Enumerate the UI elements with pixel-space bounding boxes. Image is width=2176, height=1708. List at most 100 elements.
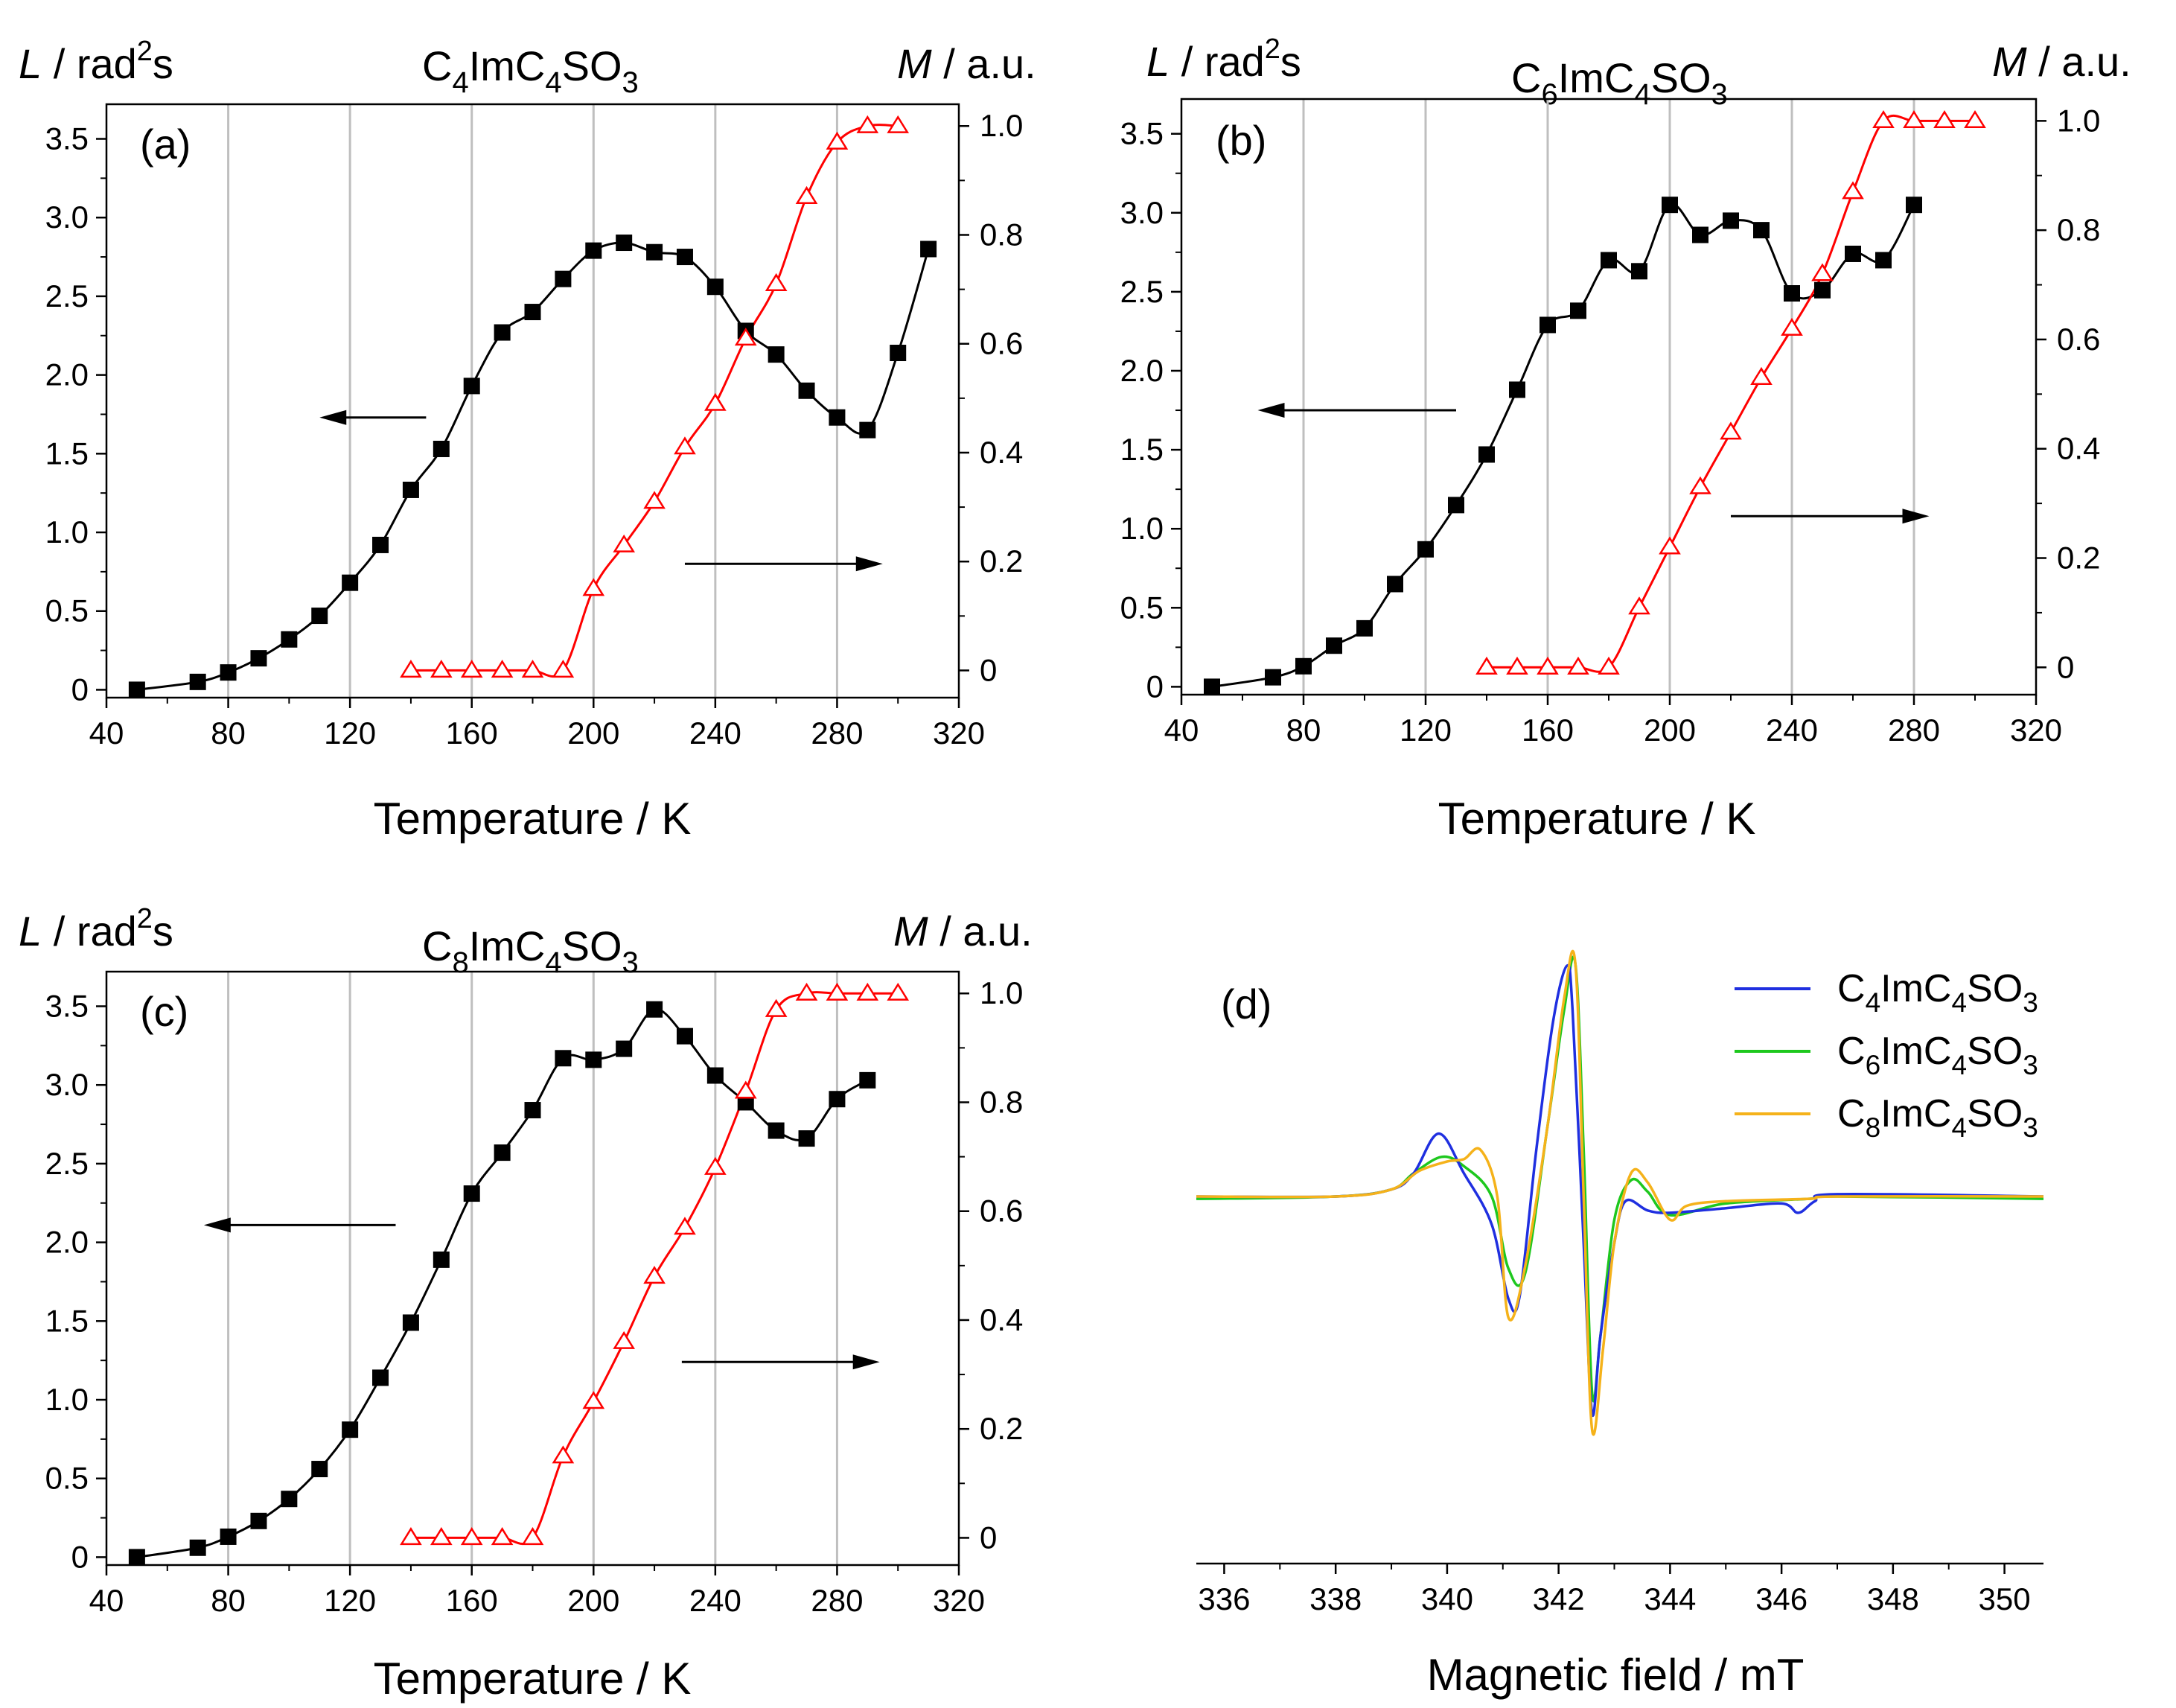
x-tick-label: 344	[1644, 1581, 1696, 1616]
series-M-point	[521, 1527, 544, 1546]
y-left-tick-label: 0	[1146, 669, 1164, 704]
series-M-point	[1475, 656, 1498, 675]
y-left-tick-label: 2.5	[45, 278, 89, 313]
series-L-point	[1509, 381, 1525, 398]
series-M-point	[613, 534, 636, 552]
panel-a-title: C4ImC4SO3	[422, 42, 639, 99]
y-left-tick-label: 0.5	[1120, 590, 1164, 625]
series-L-point	[1265, 669, 1281, 686]
series-M-point	[856, 982, 879, 1001]
series-L-point	[1601, 252, 1617, 269]
panel-a-ylabel-left: L / rad2s	[19, 36, 173, 87]
y-right-tick-label: 1.0	[980, 975, 1023, 1010]
series-L-point	[1326, 637, 1342, 654]
panel-d-legend: C4ImC4SO3 C6ImC4SO3 C8ImC4SO3	[1735, 967, 2038, 1143]
x-tick-label: 120	[324, 716, 376, 751]
y-right-tick-label: 0.2	[2057, 541, 2100, 576]
series-M-point	[491, 1527, 514, 1546]
series-L-point	[798, 382, 815, 399]
series-L-point	[402, 1314, 419, 1331]
left-axis-arrow-head	[319, 410, 347, 425]
series-M-point	[1567, 656, 1589, 675]
panel-b-ylabel-left: L / rad2s	[1146, 34, 1301, 85]
series-L-point	[555, 270, 572, 287]
panel-b-arrows	[1257, 403, 1930, 524]
series-L-point	[311, 608, 328, 625]
series-M-point	[430, 660, 453, 678]
y-left-tick-label: 0.5	[45, 1461, 89, 1496]
series-M-point	[674, 436, 696, 455]
series-L-point	[768, 346, 785, 363]
series-M-point	[1933, 109, 1956, 129]
series-L-point	[342, 574, 359, 591]
y-left-tick-label: 3.5	[1120, 116, 1164, 151]
series-L-point	[250, 650, 267, 667]
y-right-tick-label: 0.2	[980, 544, 1023, 579]
panel-c-ticks: 40 80 120 160 200 240 280 320 0 0.5 1.0 1.5 2.0 2.5 3.…	[45, 975, 1024, 1618]
x-tick-label: 80	[1286, 713, 1321, 748]
y-left-tick-label: 3.5	[45, 989, 89, 1024]
series-L-point	[616, 1040, 633, 1057]
spectrum-C8ImC4SO3	[1196, 949, 2044, 1436]
series-M-point	[643, 491, 666, 509]
legend-label-c8: C8ImC4SO3	[1837, 1092, 2038, 1143]
series-M-point	[1872, 109, 1895, 129]
right-axis-arrow-head	[1902, 509, 1930, 524]
series-L-point	[1662, 197, 1678, 214]
series-L-point	[1631, 263, 1647, 280]
series-L-point	[646, 243, 663, 261]
y-left-tick-label: 1.0	[1120, 511, 1164, 546]
y-left-tick-label: 2.0	[45, 357, 89, 392]
panel-b-ylabel-right: M / a.u.	[1992, 38, 2131, 85]
series-M-point	[400, 1527, 422, 1546]
series-L-point	[1387, 576, 1403, 593]
panel-c-arrows	[203, 1217, 880, 1370]
series-L-point	[1814, 281, 1831, 299]
series-L-point	[829, 1091, 846, 1108]
y-left-tick-label: 0	[71, 672, 89, 707]
series-M-point	[1781, 317, 1803, 336]
x-tick-label: 160	[446, 1583, 498, 1618]
right-axis-arrow-head	[852, 1354, 880, 1370]
series-M-point	[1750, 366, 1773, 385]
y-right-tick-label: 0.4	[980, 435, 1023, 470]
series-L-point	[128, 1549, 145, 1566]
series-M-point	[734, 328, 757, 346]
panel-c-xlabel: Temperature / K	[374, 1654, 692, 1704]
x-tick-label: 280	[811, 1583, 863, 1618]
series-L-point	[1906, 197, 1922, 214]
x-tick-label: 240	[689, 1583, 741, 1618]
y-left-tick-label: 1.5	[1120, 432, 1164, 467]
series-L-point	[524, 1102, 541, 1119]
series-L-point	[1753, 222, 1770, 239]
series-L-point	[768, 1122, 785, 1139]
series-L-point	[616, 235, 633, 252]
x-tick-label: 200	[567, 1583, 619, 1618]
series-M-point	[582, 578, 605, 596]
series-L-point	[128, 681, 145, 698]
left-axis-arrow-head	[1257, 403, 1285, 418]
panel-b-xlabel: Temperature / K	[1438, 794, 1756, 844]
x-tick-label: 346	[1755, 1581, 1808, 1616]
y-right-tick-label: 0.6	[980, 1194, 1023, 1229]
series-L-point	[829, 409, 846, 426]
series-L-point	[1540, 316, 1556, 334]
series-L-point	[555, 1050, 572, 1067]
series-M-point	[1537, 656, 1559, 675]
y-right-tick-label: 0	[2057, 649, 2074, 684]
series-M-point	[826, 131, 849, 150]
y-left-tick-label: 2.5	[1120, 274, 1164, 309]
series-M-point	[826, 982, 849, 1001]
series-M-point	[795, 185, 818, 204]
panel-a: L / rad2s C4ImC4SO3 M / a.u. 40 80 120 160 2…	[19, 36, 1036, 844]
series-M-point	[1811, 263, 1834, 281]
x-tick-label: 120	[324, 1583, 376, 1618]
series-L-point	[1784, 285, 1800, 302]
series-M-point	[795, 982, 818, 1001]
series-M-point	[1628, 596, 1650, 615]
series-L-point	[890, 345, 907, 362]
series-M-point	[1903, 109, 1925, 129]
x-tick-label: 336	[1198, 1581, 1250, 1616]
